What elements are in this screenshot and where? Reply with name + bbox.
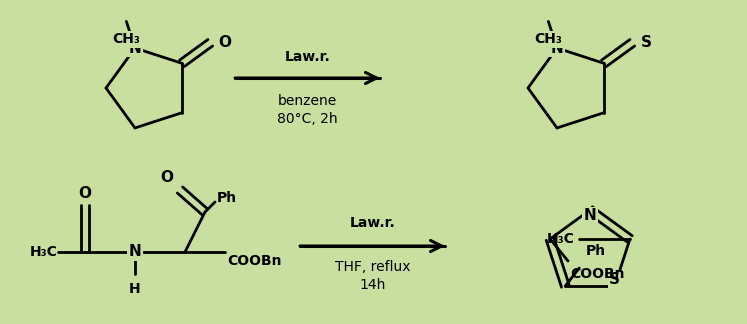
Text: 80°C, 2h: 80°C, 2h xyxy=(277,112,338,126)
Text: N: N xyxy=(551,40,563,55)
Text: Law.r.: Law.r. xyxy=(350,216,395,230)
Text: Ph: Ph xyxy=(217,191,237,205)
Text: O: O xyxy=(218,35,231,50)
Text: H₃C: H₃C xyxy=(547,232,575,246)
Text: benzene: benzene xyxy=(278,94,337,108)
Text: CH₃: CH₃ xyxy=(534,32,562,46)
Text: H: H xyxy=(129,282,141,296)
Text: H₃C: H₃C xyxy=(30,245,58,259)
Text: N: N xyxy=(128,245,141,260)
Text: CH₃: CH₃ xyxy=(113,32,140,46)
Text: S: S xyxy=(641,35,652,50)
Text: Law.r.: Law.r. xyxy=(285,50,330,64)
Text: THF, reflux: THF, reflux xyxy=(335,260,410,274)
Text: COOBn: COOBn xyxy=(570,267,624,281)
Text: N: N xyxy=(583,209,596,224)
Text: O: O xyxy=(78,187,91,202)
Text: O: O xyxy=(161,169,173,184)
Text: 14h: 14h xyxy=(359,278,385,292)
Text: S: S xyxy=(610,272,620,287)
Text: N: N xyxy=(128,40,141,55)
Text: COOBn: COOBn xyxy=(227,254,282,268)
Text: Ph: Ph xyxy=(586,244,605,258)
